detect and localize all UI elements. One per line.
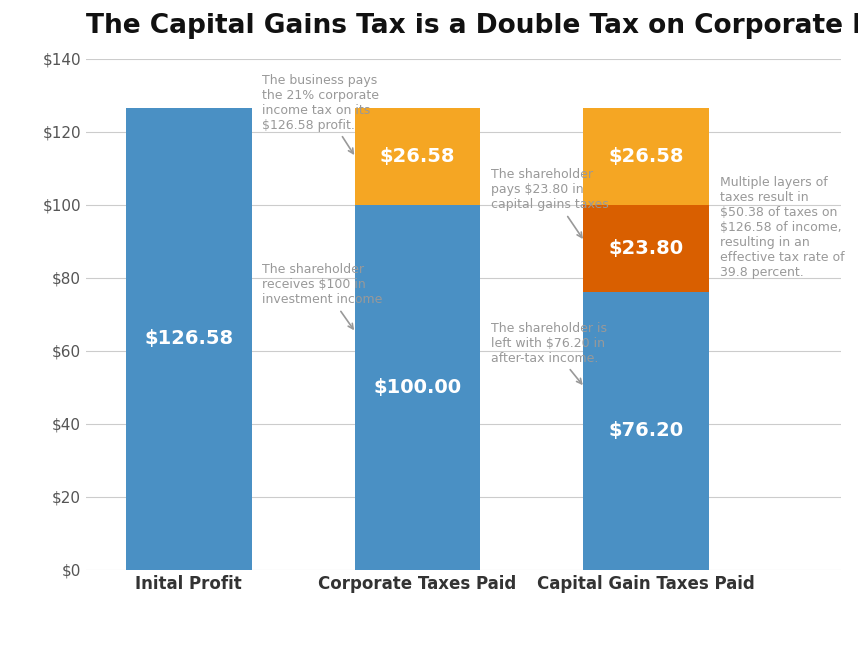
Bar	[354, 205, 480, 570]
Text: $23.80: $23.80	[609, 239, 684, 258]
Bar	[583, 205, 710, 291]
Text: Multiple layers of
taxes result in
$50.38 of taxes on
$126.58 of income,
resulti: Multiple layers of taxes result in $50.3…	[720, 176, 844, 279]
Text: $26.58: $26.58	[380, 147, 456, 166]
Text: @TaxFoundation: @TaxFoundation	[715, 623, 841, 638]
Text: $76.20: $76.20	[609, 421, 684, 440]
Text: $126.58: $126.58	[144, 329, 233, 348]
Text: The Capital Gains Tax is a Double Tax on Corporate Income: The Capital Gains Tax is a Double Tax on…	[86, 13, 858, 39]
Text: $26.58: $26.58	[608, 147, 684, 166]
Text: The business pays
the 21% corporate
income tax on its
$126.58 profit.: The business pays the 21% corporate inco…	[262, 73, 379, 153]
Text: The shareholder is
left with $76.20 in
after-tax income.: The shareholder is left with $76.20 in a…	[491, 322, 607, 384]
Text: TAX FOUNDATION: TAX FOUNDATION	[17, 623, 169, 638]
Bar	[583, 291, 710, 570]
Text: $100.00: $100.00	[373, 378, 462, 397]
Bar	[354, 108, 480, 205]
Text: The shareholder
receives $100 in
investment income: The shareholder receives $100 in investm…	[262, 263, 383, 329]
Text: The shareholder
pays $23.80 in
capital gains taxes: The shareholder pays $23.80 in capital g…	[491, 168, 608, 238]
Bar	[583, 108, 710, 205]
Bar	[126, 108, 251, 570]
